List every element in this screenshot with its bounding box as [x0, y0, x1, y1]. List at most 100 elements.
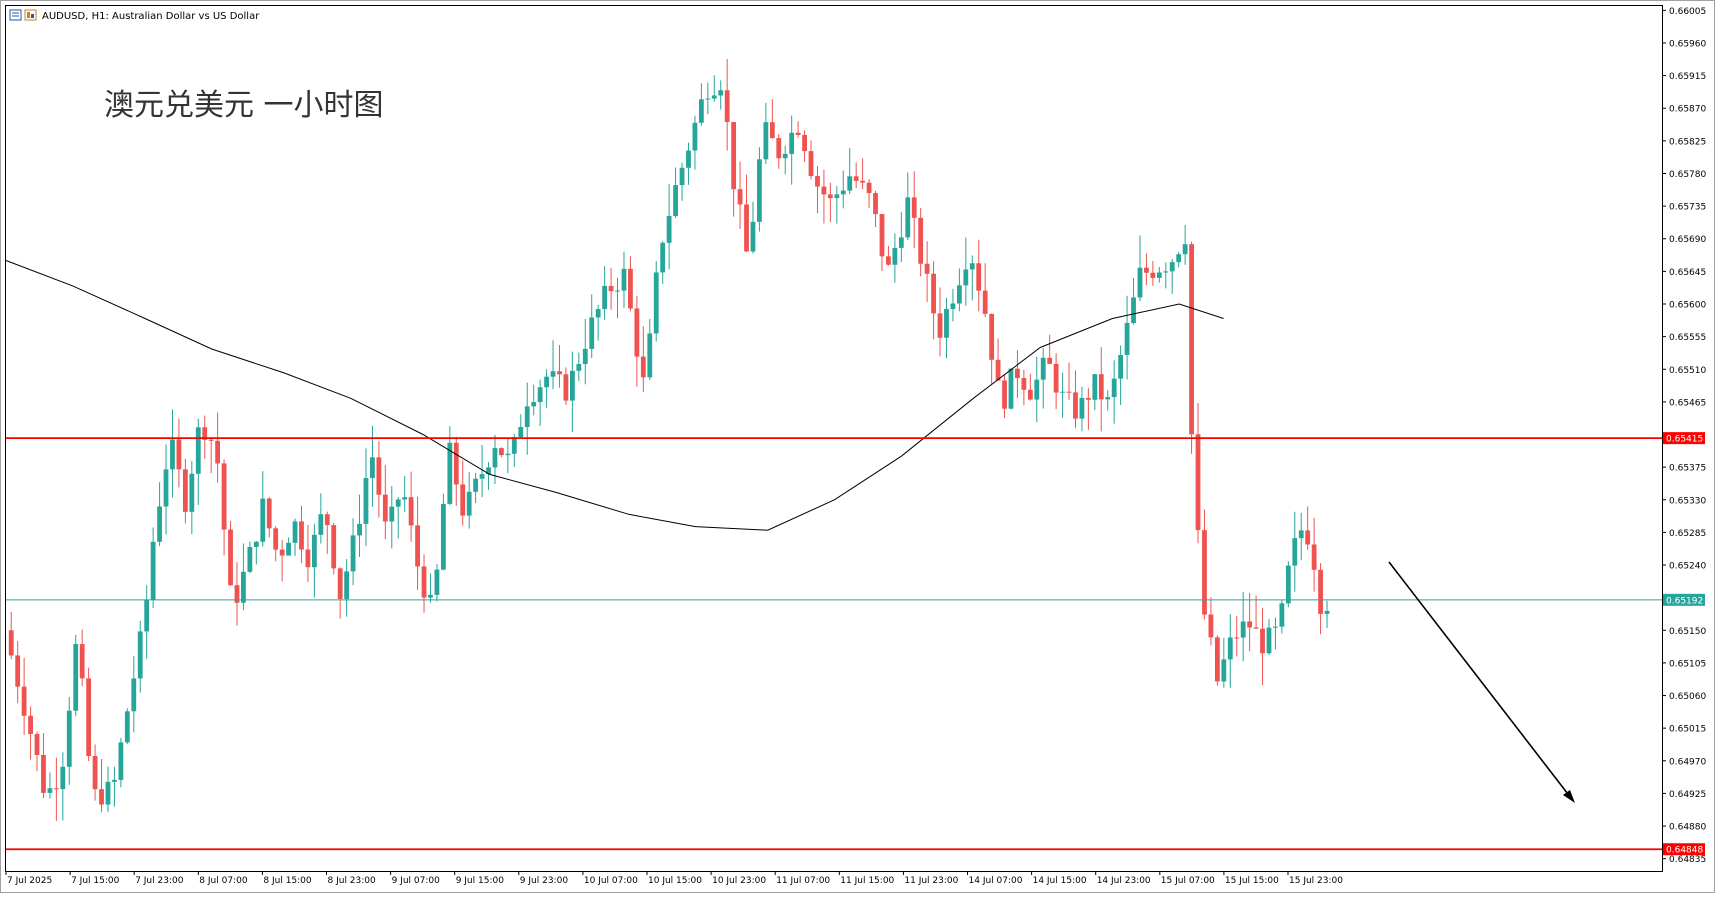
candle-body [1279, 603, 1284, 626]
candle-body [1080, 398, 1085, 419]
candle-body [1086, 398, 1091, 400]
candle-body [963, 269, 968, 285]
candle-body [525, 406, 530, 427]
candle-body [654, 272, 659, 333]
candle-body [189, 474, 194, 512]
candle-body [460, 484, 465, 515]
x-tick-label: 11 Jul 23:00 [904, 876, 958, 886]
candle-body [564, 374, 569, 400]
candle-body [699, 99, 704, 122]
chart-annotation-title: 澳元兑美元 一小时图 [104, 88, 384, 123]
candle-body [1157, 272, 1162, 277]
candle-body [99, 789, 104, 804]
candle-body [822, 187, 827, 195]
candle-body [738, 189, 743, 204]
candle-body [912, 197, 917, 217]
candle-body [892, 248, 897, 265]
candle-body [596, 309, 601, 317]
resistance-label: 0.65415 [1666, 435, 1703, 445]
candle-body [1073, 392, 1078, 418]
candle-body [183, 469, 188, 512]
y-tick-label: 0.65375 [1669, 464, 1706, 474]
candle-body [744, 204, 749, 251]
candle-body [873, 193, 878, 214]
candle-body [1028, 390, 1033, 400]
y-tick-label: 0.64925 [1669, 790, 1706, 800]
candle-body [989, 314, 994, 360]
candle-body [80, 644, 85, 678]
candle-body [789, 133, 794, 154]
candle-body [602, 286, 607, 309]
candle-body [409, 497, 414, 525]
candle-body [628, 269, 633, 309]
y-tick-label: 0.65105 [1669, 659, 1706, 669]
candle-body [622, 269, 627, 291]
candle-body [512, 437, 517, 454]
candle-body [731, 122, 736, 189]
candle-body [1202, 530, 1207, 614]
candle-body [1196, 434, 1201, 530]
candle-body [505, 454, 510, 455]
candle-body [1060, 392, 1065, 393]
candle-body [634, 308, 639, 356]
candle-body [35, 734, 40, 755]
candle-body [918, 218, 923, 264]
candle-body [15, 655, 20, 686]
x-tick-label: 14 Jul 07:00 [969, 876, 1023, 886]
candle-body [86, 678, 91, 756]
y-tick-label: 0.65645 [1669, 268, 1706, 278]
candle-body [1312, 544, 1317, 569]
y-tick-label: 0.65240 [1669, 562, 1706, 572]
y-tick-label: 0.65465 [1669, 398, 1706, 408]
x-tick-label: 8 Jul 23:00 [328, 876, 377, 886]
candle-body [1267, 628, 1272, 654]
candle-body [647, 333, 652, 377]
x-tick-label: 7 Jul 15:00 [71, 876, 120, 886]
candle-body [1021, 378, 1026, 390]
candle-body [944, 309, 949, 338]
candle-body [177, 440, 182, 470]
candle-body [905, 197, 910, 237]
x-tick-label: 9 Jul 07:00 [392, 876, 441, 886]
candle-body [531, 402, 536, 406]
candle-body [970, 263, 975, 269]
candle-body [1034, 380, 1039, 400]
candle-body [589, 317, 594, 348]
candle-body [131, 678, 136, 711]
candle-body [1144, 268, 1149, 273]
candle-body [1131, 297, 1136, 323]
candle-body [1234, 637, 1239, 638]
candle-body [273, 528, 278, 549]
candle-body [1092, 374, 1097, 400]
candle-body [802, 135, 807, 151]
candle-body [570, 371, 575, 401]
candle-body [867, 183, 872, 193]
candle-body [454, 443, 459, 485]
candle-body [1209, 615, 1214, 638]
candle-body [93, 756, 98, 789]
candle-body [1325, 611, 1330, 614]
y-tick-label: 0.64880 [1669, 823, 1706, 833]
candle-body [1247, 621, 1252, 627]
candle-body [112, 780, 117, 782]
y-tick-label: 0.65690 [1669, 235, 1706, 245]
candle-body [138, 631, 143, 678]
candle-body [118, 742, 123, 780]
candle-body [1118, 355, 1123, 379]
candle-body [1183, 244, 1188, 254]
candle-body [493, 448, 498, 467]
candle-body [615, 291, 620, 292]
candle-body [241, 572, 246, 603]
candle-body [899, 237, 904, 247]
candle-body [854, 176, 859, 181]
candle-body [344, 571, 349, 599]
candle-body [428, 595, 433, 598]
y-tick-label: 0.65510 [1669, 366, 1706, 376]
candle-body [364, 478, 369, 524]
candle-body [376, 457, 381, 494]
candle-body [357, 524, 362, 535]
candle-body [841, 191, 846, 195]
candle-body [467, 492, 472, 516]
candle-body [422, 566, 427, 597]
candle-body [1099, 374, 1104, 399]
